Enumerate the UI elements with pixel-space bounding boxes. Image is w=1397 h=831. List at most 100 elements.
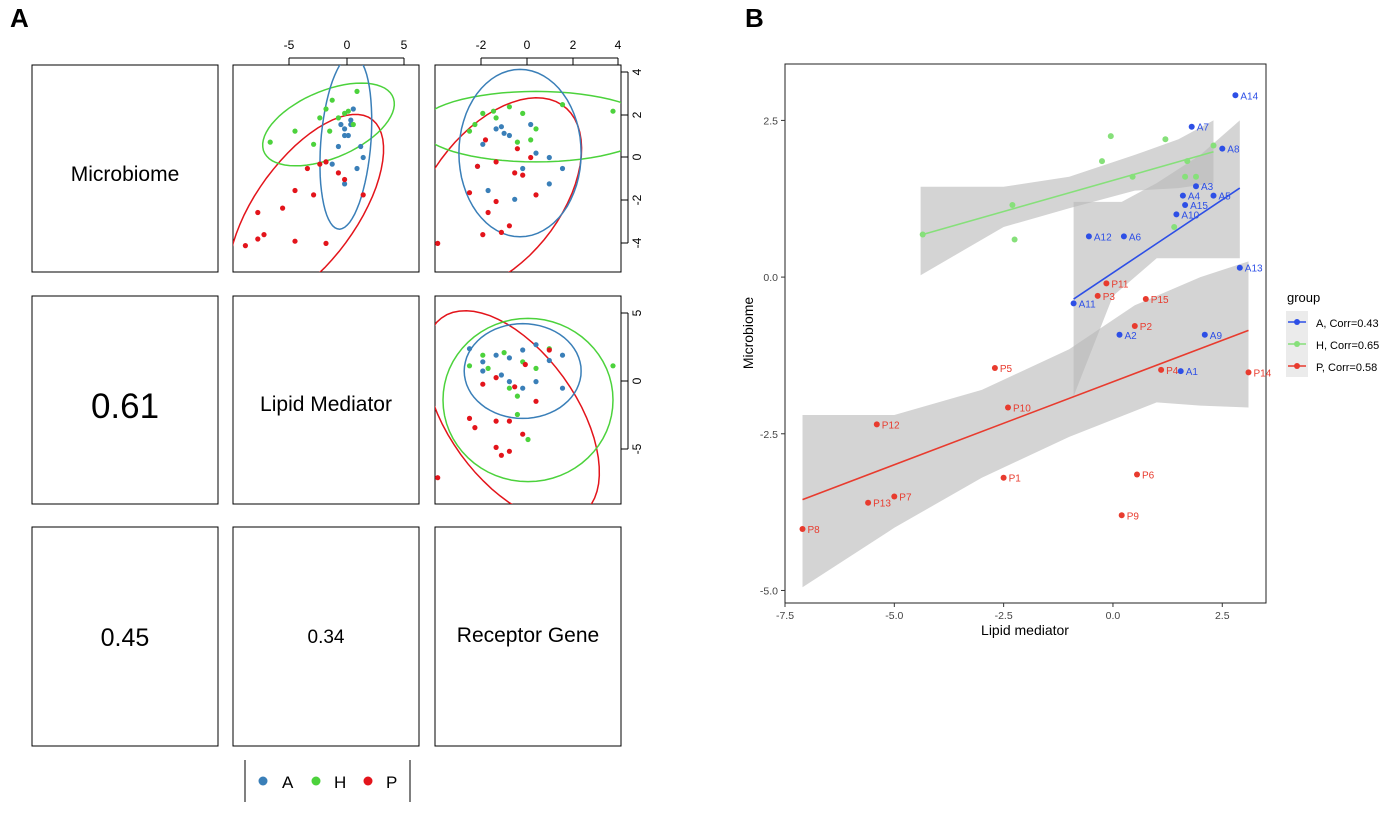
correlation-value: 0.61 <box>91 387 159 426</box>
point-a <box>342 132 348 139</box>
tick-label: 2 <box>630 111 644 118</box>
point-a <box>533 150 539 156</box>
point-a <box>506 355 512 361</box>
legend-marker-p <box>363 776 373 786</box>
point-p <box>1005 404 1011 411</box>
point-a <box>342 126 348 132</box>
point-label: A6 <box>1129 232 1142 243</box>
point-label: A3 <box>1201 182 1214 193</box>
cell-1-2 <box>434 295 622 505</box>
point-a <box>480 359 486 365</box>
point-label: A8 <box>1227 145 1240 156</box>
point-p <box>512 384 518 390</box>
point-label: P10 <box>1013 404 1031 415</box>
tick-label: -5 <box>284 38 295 52</box>
point-label: P6 <box>1142 471 1155 482</box>
point-p <box>506 223 512 229</box>
legend-marker-a <box>258 776 268 786</box>
point-h <box>1171 224 1178 230</box>
point-h <box>342 110 348 116</box>
point-p <box>1118 512 1125 519</box>
point-a <box>512 196 518 202</box>
top-axis-col1: -5 0 5 <box>284 38 408 65</box>
point-a <box>1070 300 1077 307</box>
legend-marker-p <box>1294 363 1300 369</box>
point-a <box>1173 211 1180 218</box>
fit-line-h <box>920 150 1214 236</box>
point-p <box>280 205 286 211</box>
panel-label-a: A <box>10 3 29 33</box>
point-p <box>493 418 499 424</box>
point-h <box>1210 142 1217 149</box>
legend-label-h: H, Corr=0.65 <box>1316 340 1379 352</box>
tick-label: 4 <box>630 68 644 75</box>
point-h <box>514 411 521 418</box>
point-h <box>327 128 333 134</box>
axis-ticks: -7.5 -5.0 -2.5 0.0 2.5 -5.0 -2.5 0.0 2.5 <box>760 115 1230 622</box>
point-a <box>338 121 344 128</box>
point-label: P12 <box>882 420 900 431</box>
cell-receptor-label <box>434 526 622 747</box>
point-a <box>528 121 534 128</box>
point-p <box>506 418 512 424</box>
tick-label: -2 <box>476 38 487 52</box>
point-label: P3 <box>1103 292 1116 303</box>
point-p <box>991 365 998 371</box>
y-tick-label: -5.0 <box>760 585 778 597</box>
point-label: P15 <box>1151 295 1169 306</box>
ellipse-p <box>435 309 601 504</box>
point-p <box>472 425 478 431</box>
x-tick-label: -5.0 <box>885 610 903 622</box>
point-a <box>1188 123 1195 130</box>
point-a <box>345 132 351 139</box>
point-h <box>480 352 486 358</box>
point-h <box>506 104 512 110</box>
point-label: P7 <box>899 493 912 504</box>
x-tick-label: 2.5 <box>1215 610 1230 622</box>
point-label: P13 <box>873 499 891 510</box>
point-h <box>1182 173 1189 180</box>
point-label: A7 <box>1197 123 1210 134</box>
cell-2-0 <box>31 526 219 747</box>
point-p <box>311 192 317 198</box>
point-a <box>506 132 512 139</box>
point-a <box>533 342 539 348</box>
point-label: P9 <box>1127 511 1140 522</box>
point-a <box>559 165 566 172</box>
variable-label-microbiome: Microbiome <box>71 163 180 186</box>
point-p <box>512 170 518 176</box>
point-h <box>533 126 539 132</box>
point-a <box>498 372 504 378</box>
point-p <box>1142 296 1149 302</box>
point-h <box>335 115 341 121</box>
point-a <box>354 165 360 172</box>
point-p <box>1245 369 1252 376</box>
point-label: A10 <box>1181 210 1199 221</box>
point-h <box>1107 133 1114 140</box>
point-h <box>354 88 360 94</box>
point-h <box>1184 158 1191 165</box>
point-h <box>520 110 526 116</box>
point-p <box>873 421 880 428</box>
top-axis-col2: -2 0 2 4 <box>476 38 622 65</box>
legend-label-p: P <box>386 773 397 792</box>
point-a <box>533 379 539 385</box>
x-tick-label: -2.5 <box>995 610 1013 622</box>
point-h <box>1162 136 1169 143</box>
point-label: A15 <box>1190 201 1208 212</box>
point-a <box>480 141 486 147</box>
tick-label: 0 <box>344 38 351 52</box>
correlation-value: 0.45 <box>101 624 150 652</box>
ellipse-a <box>319 65 373 230</box>
point-p <box>335 170 341 176</box>
point-h <box>525 436 531 443</box>
point-p <box>493 159 499 165</box>
point-label: A1 <box>1186 367 1199 378</box>
point-p <box>480 381 486 387</box>
x-tick-label: -7.5 <box>776 610 794 622</box>
point-p <box>360 192 366 198</box>
point-h <box>292 128 298 134</box>
point-label: P5 <box>1000 364 1013 375</box>
regression-lines <box>802 150 1249 501</box>
point-a <box>329 161 335 167</box>
